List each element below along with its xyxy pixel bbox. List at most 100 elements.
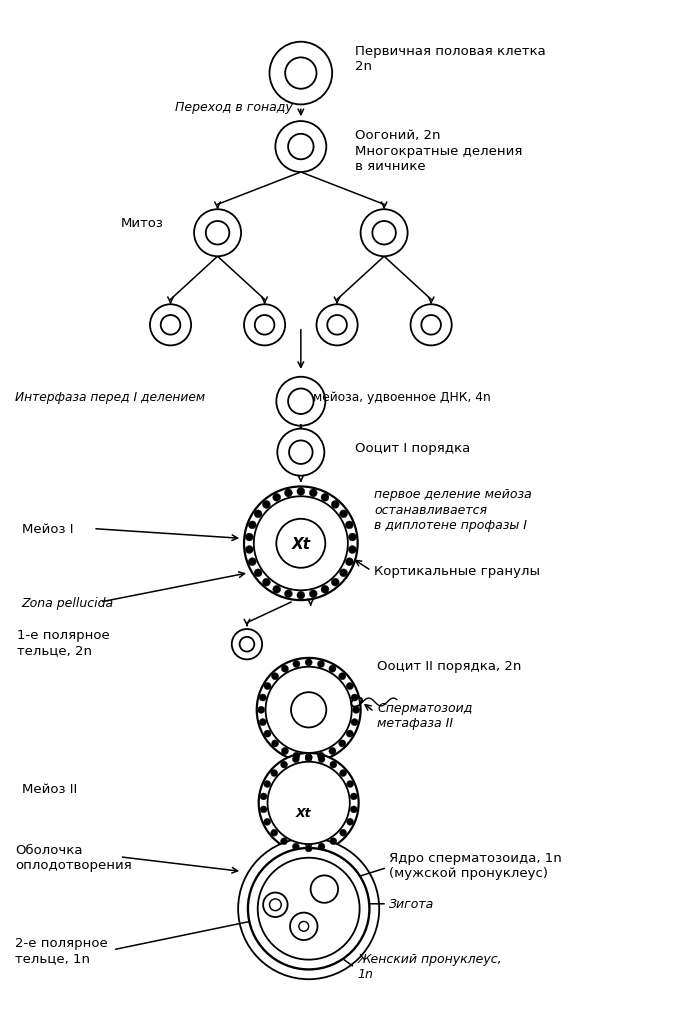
Circle shape (293, 752, 300, 759)
Circle shape (339, 740, 346, 747)
Text: Сперматозоид
метафаза II: Сперматозоид метафаза II (377, 701, 473, 729)
Circle shape (258, 706, 265, 713)
Circle shape (264, 731, 271, 738)
Circle shape (244, 305, 285, 346)
Circle shape (361, 210, 408, 257)
Circle shape (280, 761, 288, 768)
Circle shape (299, 921, 309, 931)
Circle shape (282, 665, 288, 673)
Circle shape (421, 316, 441, 335)
Circle shape (353, 706, 359, 713)
Circle shape (289, 441, 312, 465)
Circle shape (238, 839, 379, 979)
Circle shape (254, 497, 348, 591)
Circle shape (258, 858, 359, 960)
Circle shape (256, 658, 361, 762)
Text: Ооцит II порядка, 2n: Ооцит II порядка, 2n (377, 659, 522, 673)
Text: первое деление мейоза
останавливается
в диплотене профазы I: первое деление мейоза останавливается в … (374, 488, 532, 531)
Text: Первичная половая клетка
2n: Первичная половая клетка 2n (355, 45, 546, 73)
Circle shape (339, 673, 346, 680)
Circle shape (351, 718, 358, 726)
Circle shape (280, 838, 288, 845)
Text: Xt: Xt (291, 536, 310, 551)
Circle shape (248, 522, 256, 529)
Circle shape (346, 818, 353, 825)
Circle shape (288, 389, 314, 415)
Text: Zona pellucida: Zona pellucida (22, 596, 114, 609)
Circle shape (329, 665, 336, 673)
Circle shape (321, 586, 329, 594)
Circle shape (351, 694, 358, 701)
Circle shape (346, 558, 353, 567)
Circle shape (239, 637, 254, 652)
Text: Мейоз II: Мейоз II (22, 782, 77, 795)
Circle shape (255, 316, 274, 335)
Circle shape (263, 501, 270, 508)
Circle shape (276, 122, 326, 173)
Circle shape (254, 511, 262, 519)
Circle shape (293, 844, 299, 850)
Circle shape (263, 579, 270, 587)
Circle shape (263, 893, 288, 917)
Circle shape (317, 660, 325, 667)
Circle shape (276, 377, 325, 426)
Circle shape (346, 683, 353, 690)
Circle shape (306, 754, 312, 761)
Circle shape (244, 487, 357, 600)
Circle shape (330, 761, 337, 768)
Circle shape (340, 570, 348, 577)
Circle shape (194, 210, 241, 257)
Text: Митоз: Митоз (121, 217, 164, 230)
Circle shape (161, 316, 180, 335)
Circle shape (317, 752, 325, 759)
Circle shape (271, 740, 279, 747)
Circle shape (284, 489, 293, 497)
Circle shape (349, 534, 356, 541)
Circle shape (259, 718, 266, 726)
Circle shape (284, 590, 293, 598)
Circle shape (248, 558, 256, 567)
Circle shape (306, 845, 312, 852)
Circle shape (271, 673, 279, 680)
Circle shape (318, 756, 325, 763)
Circle shape (329, 748, 336, 755)
Circle shape (291, 693, 326, 728)
Circle shape (290, 913, 318, 941)
Circle shape (246, 534, 253, 541)
Text: 2-е полярное
тельце, 1n: 2-е полярное тельце, 1n (15, 935, 108, 964)
Circle shape (259, 694, 266, 701)
Circle shape (331, 501, 339, 508)
Circle shape (276, 520, 325, 569)
Circle shape (340, 770, 346, 776)
Circle shape (331, 579, 339, 587)
Circle shape (310, 489, 317, 497)
Text: Интерфаза перед I делением: Интерфаза перед I делением (15, 390, 205, 404)
Circle shape (305, 659, 312, 666)
Text: Ооцит I порядка: Ооцит I порядка (355, 441, 470, 454)
Circle shape (349, 546, 356, 554)
Circle shape (232, 630, 262, 659)
Circle shape (271, 829, 278, 837)
Circle shape (264, 818, 271, 825)
Circle shape (297, 592, 305, 599)
Text: Xt: Xt (296, 806, 312, 819)
Circle shape (269, 899, 281, 911)
Circle shape (273, 586, 280, 594)
Circle shape (264, 683, 271, 690)
Text: Оболочка
оплодотворения: Оболочка оплодотворения (15, 843, 132, 871)
Circle shape (346, 731, 353, 738)
Circle shape (316, 305, 357, 346)
Circle shape (246, 546, 253, 554)
Circle shape (269, 43, 332, 105)
Circle shape (258, 753, 359, 853)
Circle shape (351, 793, 357, 800)
Circle shape (327, 316, 347, 335)
Circle shape (340, 829, 346, 837)
Circle shape (285, 58, 316, 90)
Circle shape (346, 522, 353, 529)
Text: 1-е полярное
тельце, 2n: 1-е полярное тельце, 2n (17, 629, 110, 656)
Text: мейоза, удвоенное ДНК, 4n: мейоза, удвоенное ДНК, 4n (312, 390, 490, 404)
Circle shape (267, 762, 350, 844)
Circle shape (265, 667, 352, 753)
Circle shape (305, 754, 312, 761)
